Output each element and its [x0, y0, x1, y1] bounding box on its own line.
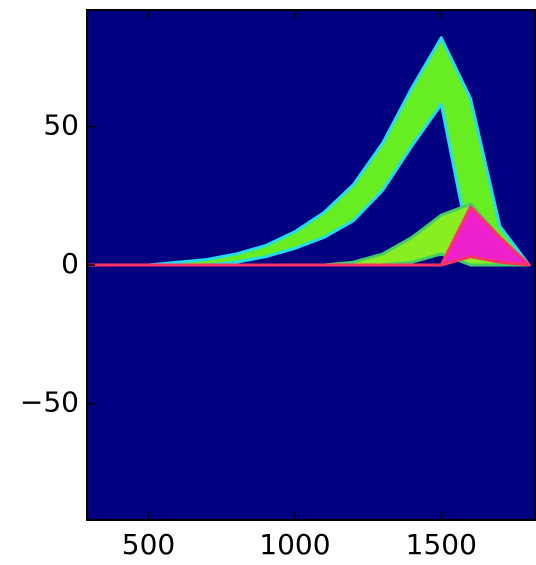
x-tick-label: 1500	[406, 528, 477, 561]
y-tick-label: 0	[61, 247, 79, 280]
x-tick-label: 1000	[259, 528, 330, 561]
y-tick-label: −50	[20, 386, 79, 419]
x-tick-label: 500	[122, 528, 175, 561]
density-band	[88, 205, 531, 267]
y-tick-label: 50	[43, 108, 79, 141]
